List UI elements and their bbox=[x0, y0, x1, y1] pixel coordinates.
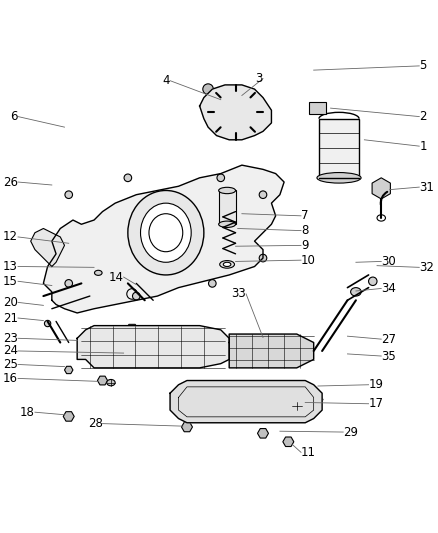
Ellipse shape bbox=[223, 262, 231, 266]
Ellipse shape bbox=[215, 91, 257, 133]
Polygon shape bbox=[43, 165, 284, 313]
Text: 29: 29 bbox=[343, 425, 358, 439]
Ellipse shape bbox=[95, 270, 102, 276]
Polygon shape bbox=[64, 366, 73, 374]
Text: 35: 35 bbox=[381, 350, 396, 362]
Text: 19: 19 bbox=[368, 378, 384, 391]
Text: 24: 24 bbox=[3, 344, 18, 358]
Text: 2: 2 bbox=[419, 110, 427, 123]
Text: 16: 16 bbox=[3, 372, 18, 385]
Ellipse shape bbox=[259, 191, 267, 198]
Polygon shape bbox=[258, 429, 268, 438]
Polygon shape bbox=[181, 422, 192, 432]
Polygon shape bbox=[283, 437, 294, 447]
Text: 30: 30 bbox=[381, 255, 396, 268]
Bar bbox=[319, 119, 359, 178]
Polygon shape bbox=[31, 229, 64, 266]
Text: 3: 3 bbox=[256, 72, 263, 85]
Ellipse shape bbox=[292, 402, 302, 410]
Polygon shape bbox=[126, 325, 138, 335]
Text: 31: 31 bbox=[419, 181, 434, 193]
Ellipse shape bbox=[44, 320, 51, 327]
Ellipse shape bbox=[107, 379, 115, 386]
Text: 32: 32 bbox=[419, 261, 434, 274]
Ellipse shape bbox=[203, 84, 213, 94]
Text: 27: 27 bbox=[381, 333, 396, 345]
Text: 34: 34 bbox=[381, 282, 396, 295]
Text: 10: 10 bbox=[301, 254, 316, 266]
Text: 28: 28 bbox=[88, 417, 102, 430]
Text: 25: 25 bbox=[3, 358, 18, 371]
Ellipse shape bbox=[220, 261, 234, 268]
Text: 21: 21 bbox=[3, 311, 18, 325]
Text: 5: 5 bbox=[419, 59, 427, 72]
Ellipse shape bbox=[65, 280, 73, 287]
Text: 20: 20 bbox=[3, 296, 18, 309]
Polygon shape bbox=[313, 395, 323, 404]
Ellipse shape bbox=[219, 187, 236, 193]
Ellipse shape bbox=[368, 277, 377, 286]
Text: 17: 17 bbox=[368, 397, 384, 410]
Ellipse shape bbox=[351, 288, 361, 296]
Bar bbox=[219, 190, 236, 224]
Bar bbox=[309, 102, 326, 115]
Text: 18: 18 bbox=[20, 406, 35, 419]
Polygon shape bbox=[372, 178, 390, 199]
Text: 13: 13 bbox=[3, 260, 18, 273]
Polygon shape bbox=[97, 376, 108, 385]
Polygon shape bbox=[63, 411, 74, 421]
Text: 11: 11 bbox=[301, 446, 316, 459]
Polygon shape bbox=[229, 334, 314, 368]
Ellipse shape bbox=[65, 191, 73, 198]
Ellipse shape bbox=[141, 203, 191, 262]
Ellipse shape bbox=[259, 254, 267, 262]
Text: 6: 6 bbox=[11, 110, 18, 123]
Ellipse shape bbox=[223, 100, 248, 125]
Ellipse shape bbox=[208, 280, 216, 287]
Text: 23: 23 bbox=[3, 332, 18, 345]
Text: 4: 4 bbox=[162, 74, 170, 87]
Ellipse shape bbox=[132, 292, 140, 300]
Text: 33: 33 bbox=[231, 287, 246, 301]
Text: 9: 9 bbox=[301, 239, 308, 252]
Text: 14: 14 bbox=[109, 271, 124, 284]
Text: 26: 26 bbox=[3, 175, 18, 189]
Ellipse shape bbox=[219, 221, 236, 228]
Ellipse shape bbox=[124, 174, 132, 182]
Text: 1: 1 bbox=[419, 140, 427, 152]
Polygon shape bbox=[170, 381, 322, 423]
Polygon shape bbox=[77, 326, 229, 368]
Text: 7: 7 bbox=[301, 209, 308, 222]
Ellipse shape bbox=[128, 190, 204, 275]
Polygon shape bbox=[200, 85, 272, 140]
Text: 8: 8 bbox=[301, 224, 308, 237]
Ellipse shape bbox=[217, 174, 225, 182]
Text: 15: 15 bbox=[3, 275, 18, 288]
Ellipse shape bbox=[317, 173, 361, 183]
Text: 12: 12 bbox=[3, 230, 18, 244]
